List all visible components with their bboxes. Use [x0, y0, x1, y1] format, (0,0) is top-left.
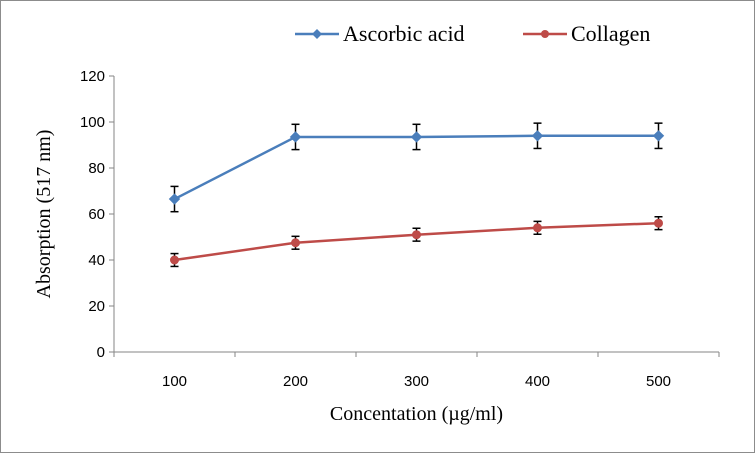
legend-item: Ascorbic acid [295, 21, 465, 46]
series-ascorbic-acid [168, 122, 665, 213]
legend-marker [541, 30, 549, 38]
data-point [291, 238, 300, 248]
legend: Ascorbic acid Collagen [295, 21, 650, 46]
series-layer [168, 122, 665, 268]
data-point [531, 130, 544, 142]
y-tick-label: 120 [80, 68, 105, 85]
y-tick-label: 20 [88, 298, 105, 315]
x-tick-label: 100 [162, 373, 187, 390]
y-tick-label: 100 [80, 114, 105, 131]
legend-marker [312, 29, 322, 39]
series-collagen [170, 216, 663, 268]
legend-label: Ascorbic acid [343, 21, 465, 46]
y-tick-label: 40 [88, 252, 105, 269]
y-tick-label: 80 [88, 160, 105, 177]
data-point [652, 130, 665, 142]
y-tick-label: 0 [97, 344, 105, 361]
x-tick-label: 400 [525, 373, 550, 390]
x-tick-label: 200 [283, 373, 308, 390]
legend-label: Collagen [571, 21, 650, 46]
data-point [410, 131, 423, 143]
data-point [654, 218, 663, 228]
data-point [168, 193, 181, 205]
x-axis-title: Concentation (µg/ml) [330, 403, 503, 425]
x-tick-label: 500 [646, 373, 671, 390]
y-axis-title: Absorption (517 nm) [33, 130, 55, 299]
y-tick-label: 60 [88, 206, 105, 223]
legend-item: Collagen [523, 21, 650, 46]
data-point [170, 255, 179, 265]
axes [109, 75, 720, 357]
x-tick-label: 300 [404, 373, 429, 390]
data-point [412, 230, 421, 240]
data-point [289, 131, 302, 143]
x-tick-labels: 100 200 300 400 500 [162, 373, 671, 390]
data-point [533, 223, 542, 233]
y-tick-labels: 0 20 40 60 80 100 120 [80, 68, 105, 361]
